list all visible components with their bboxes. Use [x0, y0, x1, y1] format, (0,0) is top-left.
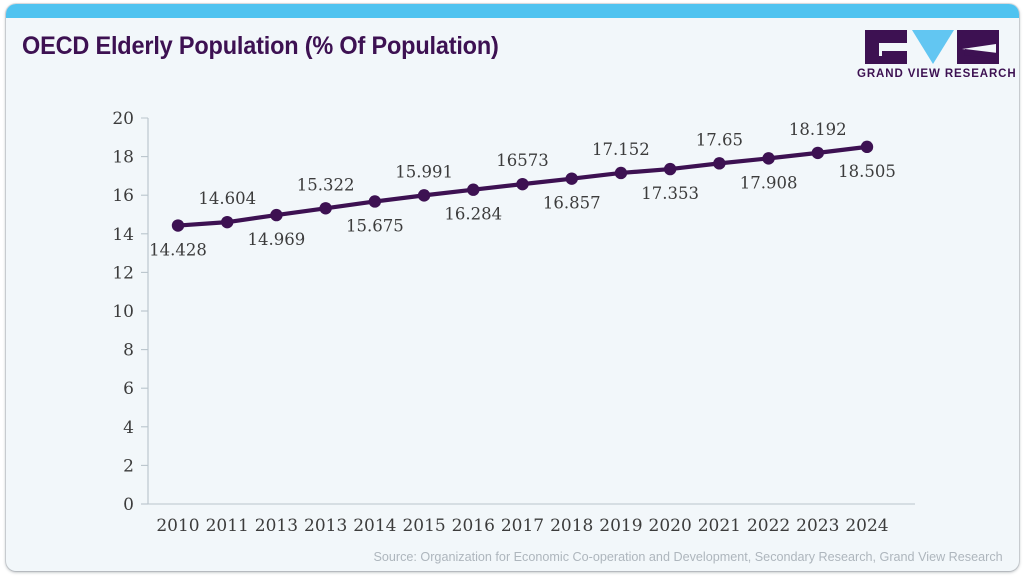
data-point-label: 17.65 — [696, 130, 743, 149]
page-title: OECD Elderly Population (% Of Population… — [22, 32, 499, 60]
y-tick-label: 8 — [123, 341, 134, 361]
chart-header: OECD Elderly Population (% Of Population… — [6, 18, 1019, 94]
grand-view-research-logo: GRAND VIEW RESEARCH — [857, 30, 1017, 90]
y-tick-label: 18 — [112, 148, 134, 168]
chart-card: OECD Elderly Population (% Of Population… — [6, 4, 1019, 571]
line-chart: 0 2 4 6 8 10 12 14 16 18 20 2010 2011 2013 2013 2014 201… — [6, 4, 1019, 571]
data-point-label: 15.991 — [395, 162, 453, 181]
data-point-label: 16.284 — [444, 205, 502, 224]
x-tick-label: 2022 — [747, 516, 790, 536]
x-tick-label: 2017 — [501, 516, 544, 536]
data-point-marker[interactable] — [565, 172, 578, 185]
x-tick-label: 2024 — [845, 516, 888, 536]
x-tick-label: 2018 — [550, 516, 593, 536]
data-point-marker[interactable] — [417, 189, 431, 202]
x-tick-label: 2013 — [304, 516, 347, 536]
logo-g-icon — [865, 30, 907, 64]
data-point-label: 18.192 — [789, 120, 847, 139]
y-tick-label: 0 — [123, 495, 134, 515]
y-tick-label: 2 — [123, 456, 134, 476]
logo-marks — [857, 30, 1005, 64]
data-point-marker[interactable] — [663, 162, 677, 176]
logo-g-notch — [879, 43, 907, 56]
data-point-marker[interactable] — [713, 157, 726, 170]
logo-wordmark: GRAND VIEW RESEARCH — [857, 68, 1017, 80]
data-point-marker[interactable] — [614, 166, 628, 180]
y-tick-label: 20 — [112, 109, 134, 129]
logo-v-icon — [912, 30, 954, 64]
y-tick-label: 6 — [123, 379, 134, 399]
x-tick-label: 2015 — [402, 516, 445, 536]
chart-svg: 0 2 4 6 8 10 12 14 16 18 20 2010 2011 2013 2013 2014 201… — [112, 109, 915, 536]
data-point-label: 15.675 — [346, 216, 404, 235]
x-tick-label: 2010 — [156, 516, 199, 536]
data-point-label: 17.353 — [641, 184, 699, 203]
data-point-label: 18.505 — [838, 162, 896, 181]
data-point-label: 14.969 — [248, 230, 306, 249]
data-point-label: 15.322 — [297, 175, 355, 194]
data-point-marker[interactable] — [762, 152, 775, 165]
y-tick-label: 14 — [112, 225, 134, 245]
data-point-label: 14.428 — [149, 241, 207, 260]
data-point-marker[interactable] — [270, 208, 283, 222]
data-point-label: 14.604 — [198, 189, 256, 208]
data-point-marker[interactable] — [811, 146, 824, 160]
top-accent-bar — [6, 4, 1019, 18]
x-tick-label: 2023 — [796, 516, 839, 536]
x-tick-label: 2019 — [599, 516, 642, 536]
source-note: Source: Organization for Economic Co-ope… — [373, 549, 1003, 564]
data-point-marker[interactable] — [860, 140, 874, 154]
data-point-label: 17.908 — [740, 173, 798, 192]
x-tick-label: 2020 — [649, 516, 692, 536]
y-tick-label: 10 — [112, 302, 134, 322]
data-point-marker[interactable] — [221, 215, 234, 229]
x-tick-label: 2013 — [255, 516, 298, 536]
x-tick-label: 2011 — [206, 516, 249, 536]
x-tick-label: 2021 — [698, 516, 741, 536]
y-tick-label: 12 — [112, 263, 134, 283]
data-point-marker[interactable] — [516, 177, 529, 191]
data-point-marker[interactable] — [319, 202, 332, 215]
y-tick-label: 4 — [123, 418, 134, 438]
x-tick-label: 2014 — [353, 516, 396, 536]
data-point-label: 16.857 — [543, 194, 601, 213]
x-tick-label: 2016 — [452, 516, 495, 536]
data-point-label: 16573 — [496, 151, 549, 170]
logo-r-arrow-icon — [962, 44, 996, 54]
data-point-label: 17.152 — [592, 140, 650, 159]
data-point-marker[interactable] — [368, 195, 382, 208]
y-tick-label: 16 — [112, 186, 134, 206]
logo-r-icon — [957, 30, 999, 64]
data-point-marker[interactable] — [171, 219, 185, 232]
data-point-marker[interactable] — [467, 183, 480, 196]
